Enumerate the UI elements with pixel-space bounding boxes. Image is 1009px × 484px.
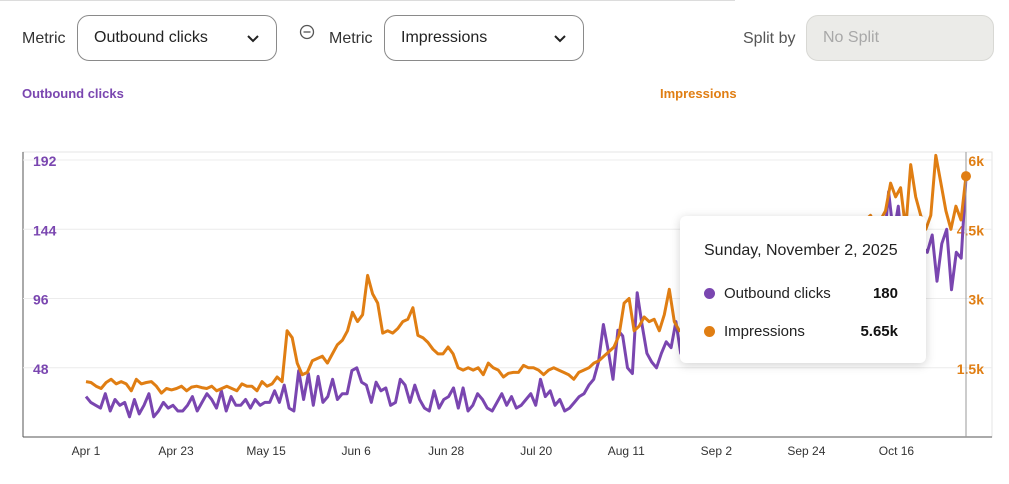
split-value: No Split: [823, 29, 880, 46]
y-right-tick-label: 6k: [968, 153, 984, 169]
line-chart: 48 96 144 192 1.5k 3k 4.5k 6k Apr 1 Apr 23 May 15 J…: [22, 151, 993, 458]
tooltip-series-name: Outbound clicks: [724, 284, 831, 302]
tooltip-row-clicks: Outbound clicks 180: [704, 274, 902, 312]
metric1-value: Outbound clicks: [94, 29, 208, 46]
x-tick-label: Apr 23: [158, 444, 194, 458]
x-tick-label: May 15: [246, 444, 286, 458]
x-tick-label: Jul 20: [520, 444, 552, 458]
metric2-label: Metric: [329, 30, 373, 47]
right-axis-legend-title: Impressions: [660, 86, 737, 101]
y-left-tick-label: 48: [33, 361, 49, 377]
tooltip-series-value: 180: [872, 284, 898, 302]
tooltip-date: Sunday, November 2, 2025: [704, 242, 898, 259]
x-tick-label: Aug 11: [608, 444, 645, 458]
split-select: No Split: [806, 15, 994, 61]
tooltip-row-impressions: Impressions 5.65k: [704, 312, 902, 350]
y-right-tick-label: 1.5k: [957, 361, 984, 377]
left-axis-legend-title: Outbound clicks: [22, 86, 124, 101]
tooltip-series-value: 5.65k: [860, 322, 898, 340]
x-tick-label: Sep 24: [787, 444, 825, 458]
chevron-down-icon: [554, 35, 566, 43]
x-tick-label: Apr 1: [72, 444, 101, 458]
tooltip-series-name: Impressions: [724, 322, 805, 340]
chart-tooltip: Sunday, November 2, 2025 Outbound clicks…: [680, 216, 926, 363]
split-by-label: Split by: [743, 30, 796, 47]
chevron-down-icon: [247, 35, 259, 43]
x-tick-label: Oct 16: [879, 444, 915, 458]
x-tick-label: Jun 6: [341, 444, 371, 458]
metric2-select[interactable]: Impressions: [384, 15, 584, 61]
y-right-tick-label: 4.5k: [957, 222, 984, 238]
metric2-value: Impressions: [401, 29, 488, 46]
y-left-tick-label: 144: [33, 222, 57, 238]
x-tick-label: Sep 2: [701, 444, 733, 458]
metric1-select[interactable]: Outbound clicks: [77, 15, 277, 61]
hover-point-impressions: [961, 171, 971, 182]
y-right-tick-label: 3k: [968, 292, 984, 308]
remove-metric-icon[interactable]: [299, 24, 315, 40]
y-left-tick-label: 96: [33, 292, 49, 308]
impressions-dot-icon: [704, 325, 715, 337]
y-left-tick-label: 192: [33, 153, 57, 169]
x-tick-label: Jun 28: [428, 444, 464, 458]
clicks-dot-icon: [704, 287, 715, 299]
metric1-label: Metric: [22, 30, 66, 47]
top-divider: [0, 0, 735, 1]
